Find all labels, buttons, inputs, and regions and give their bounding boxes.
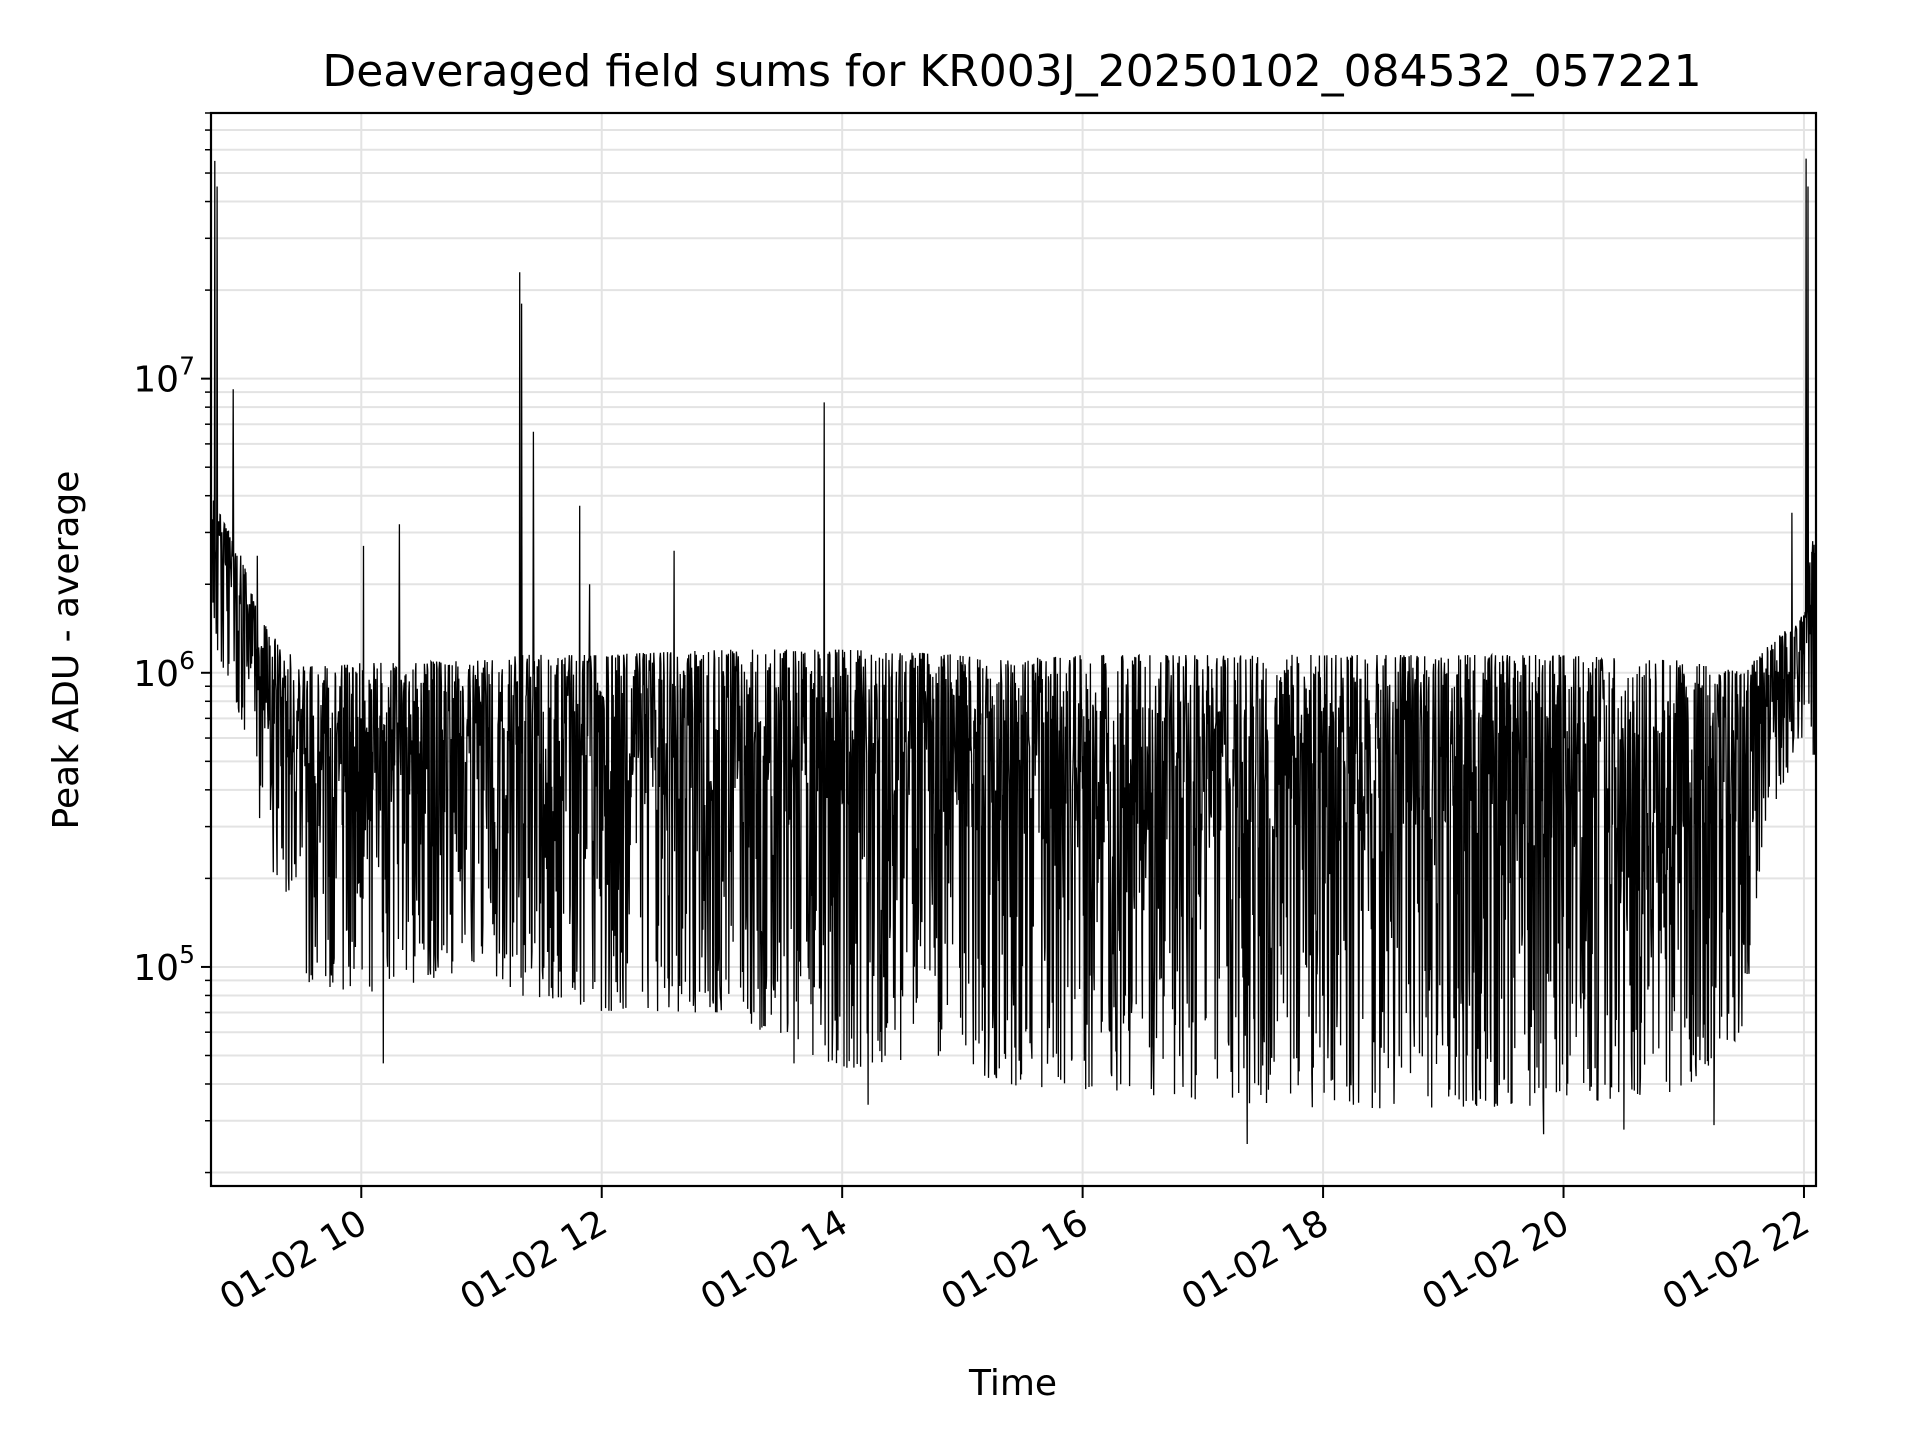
y-tick-label: 105 <box>133 940 195 989</box>
plot-frame <box>209 111 1818 1188</box>
series-line <box>211 158 1816 1145</box>
y-tick-label: 107 <box>133 352 195 401</box>
x-axis-label: Time <box>968 1363 1057 1404</box>
y-axis: 105 106 107 <box>133 112 211 1174</box>
chart-title: Deaveraged field sums for KR003J_2025010… <box>322 46 1701 97</box>
y-axis-label: Peak ADU - average <box>46 471 87 830</box>
y-tick-label: 106 <box>133 646 195 695</box>
plot-area <box>211 158 1816 1145</box>
